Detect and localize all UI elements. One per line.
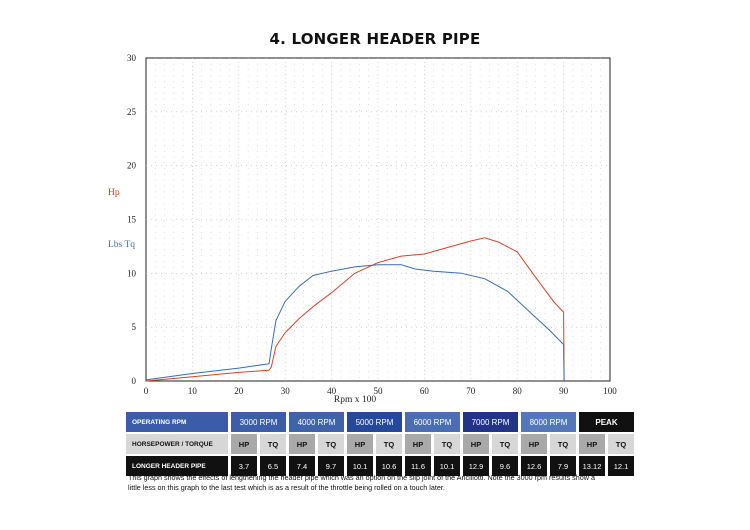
- value-tq-5000: 10.6: [374, 455, 405, 478]
- x-axis-label: Rpm x 100: [334, 395, 376, 405]
- hp-header: HP: [461, 433, 492, 456]
- value-hp-6000: 11.6: [403, 455, 434, 478]
- table-row-values: LONGER HEADER PIPE 3.7 6.5 7.4 9.7 10.1 10.…: [126, 455, 637, 478]
- grid: [146, 58, 610, 381]
- hp-header: HP: [519, 433, 550, 456]
- col-3000: 3000 RPM: [229, 412, 289, 434]
- x-tick-label: 60: [420, 386, 430, 396]
- value-hp-8000: 12.6: [519, 455, 550, 478]
- tq-header: TQ: [548, 433, 579, 456]
- y-tick-label: 20: [127, 161, 137, 171]
- value-tq-peak: 12.1: [606, 455, 637, 478]
- table-row-rpm: OPERATING RPM 3000 RPM 4000 RPM 5000 RPM…: [126, 412, 637, 434]
- hp-header: HP: [577, 433, 608, 456]
- hp-header: HP: [403, 433, 434, 456]
- tq-header: TQ: [258, 433, 289, 456]
- dyno-chart: 0 10 20 30 40 50 60 70 80 90 100 0 5 10 15 20 25 30 Rpm …: [108, 53, 618, 405]
- table-row-hp-tq: HORSEPOWER / TORQUE HP TQ HP TQ HP TQ HP TQ …: [126, 433, 637, 456]
- hp-header: HP: [287, 433, 318, 456]
- col-peak: PEAK: [577, 412, 637, 434]
- value-tq-7000: 9.6: [490, 455, 521, 478]
- value-hp-4000: 7.4: [287, 455, 318, 478]
- x-tick-label: 30: [281, 386, 291, 396]
- value-hp-3000: 3.7: [229, 455, 260, 478]
- col-5000: 5000 RPM: [345, 412, 405, 434]
- y-tick-label: 10: [127, 268, 137, 278]
- hp-header: HP: [345, 433, 376, 456]
- row-label-hp-tq: HORSEPOWER / TORQUE: [126, 433, 231, 456]
- row-label-rpm: OPERATING RPM: [126, 412, 231, 434]
- y-tick-label: 5: [132, 322, 137, 332]
- tq-header: TQ: [374, 433, 405, 456]
- x-tick-label: 50: [374, 386, 384, 396]
- tq-header: TQ: [316, 433, 347, 456]
- series-line-hp: [145, 237, 565, 382]
- results-table: OPERATING RPM 3000 RPM 4000 RPM 5000 RPM…: [126, 412, 637, 478]
- value-hp-5000: 10.1: [345, 455, 376, 478]
- y-axis-label-tq: Lbs Tq: [108, 240, 135, 250]
- x-tick-label: 20: [234, 386, 244, 396]
- col-6000: 6000 RPM: [403, 412, 463, 434]
- col-4000: 4000 RPM: [287, 412, 347, 434]
- tq-header: TQ: [606, 433, 637, 456]
- y-tick-label: 0: [132, 376, 137, 386]
- value-hp-peak: 13.12: [577, 455, 608, 478]
- caption: This graph shows the effects of lengthen…: [128, 473, 595, 492]
- col-8000: 8000 RPM: [519, 412, 579, 434]
- series-lines: [145, 237, 565, 382]
- value-tq-3000: 6.5: [258, 455, 289, 478]
- value-hp-7000: 12.9: [461, 455, 492, 478]
- x-tick-label: 100: [603, 386, 617, 396]
- value-tq-6000: 10.1: [432, 455, 463, 478]
- tq-header: TQ: [490, 433, 521, 456]
- x-tick-label: 0: [144, 386, 149, 396]
- y-axis-label-hp: Hp: [108, 188, 120, 198]
- y-tick-label: 15: [127, 215, 137, 225]
- tq-header: TQ: [432, 433, 463, 456]
- row-label-config: LONGER HEADER PIPE: [126, 455, 231, 478]
- value-tq-4000: 9.7: [316, 455, 347, 478]
- y-tick-labels: 0 5 10 15 20 25 30: [127, 53, 137, 386]
- x-tick-label: 40: [327, 386, 337, 396]
- col-7000: 7000 RPM: [461, 412, 521, 434]
- x-tick-label: 10: [188, 386, 198, 396]
- y-tick-label: 25: [127, 107, 137, 117]
- hp-header: HP: [229, 433, 260, 456]
- x-tick-label: 80: [513, 386, 523, 396]
- value-tq-8000: 7.9: [548, 455, 579, 478]
- x-tick-labels: 0 10 20 30 40 50 60 70 80 90 100: [144, 386, 618, 396]
- series-line-lbs-tq: [145, 264, 565, 382]
- x-tick-label: 70: [466, 386, 476, 396]
- chart-title: 4. LONGER HEADER PIPE: [269, 30, 481, 48]
- x-tick-label: 90: [559, 386, 569, 396]
- y-tick-label: 30: [127, 53, 137, 63]
